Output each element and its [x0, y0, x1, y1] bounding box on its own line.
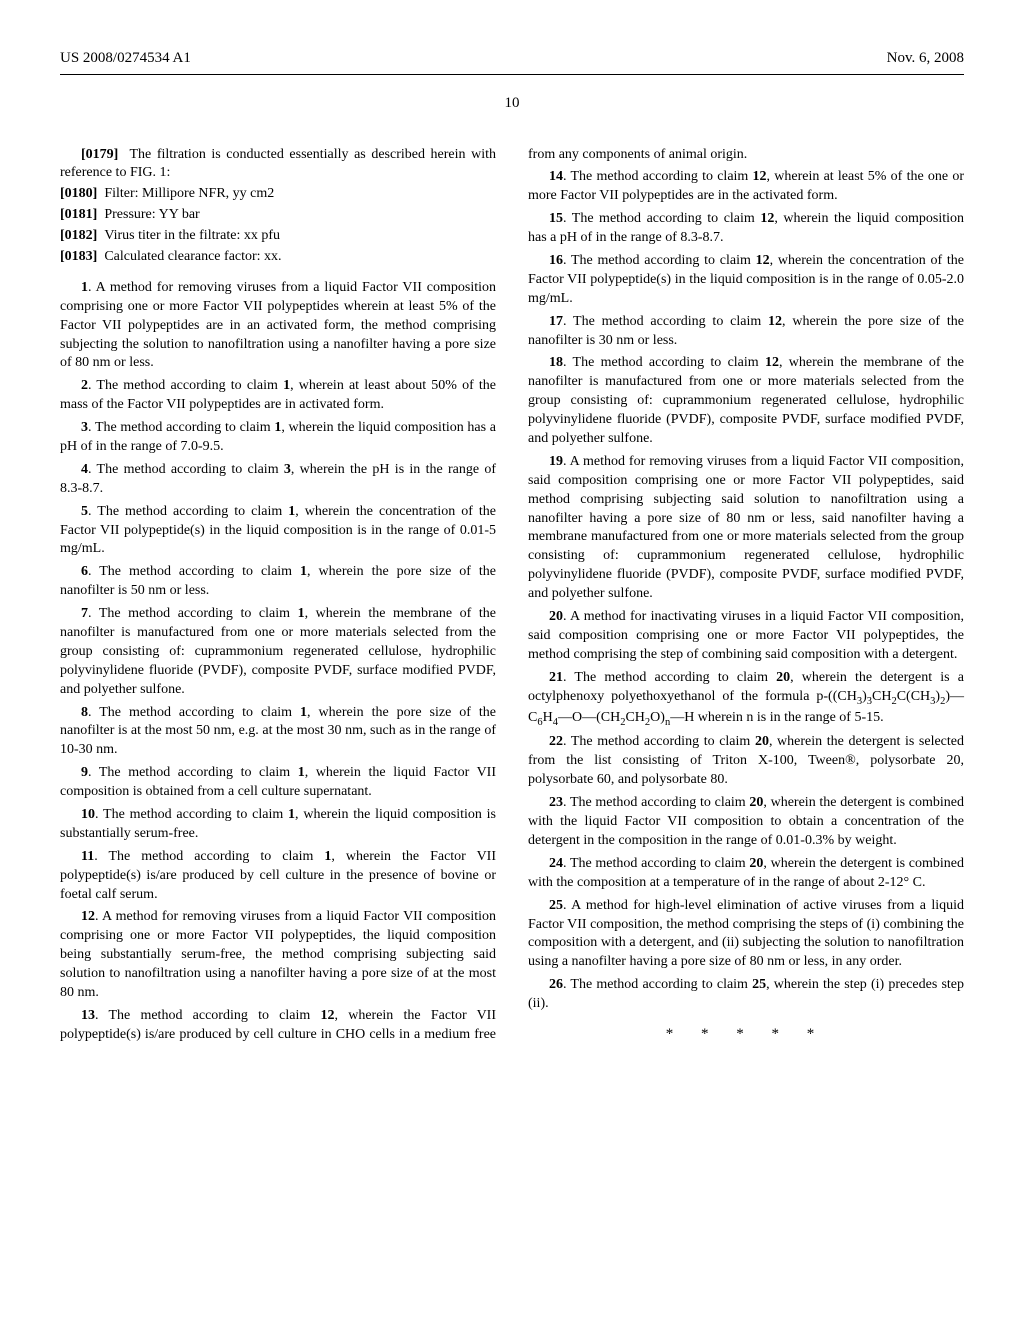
claim: 24. The method according to claim 20, wh… [528, 855, 964, 893]
intro-paragraph: [0179] The filtration is conducted essen… [60, 146, 496, 184]
para-number: [0179] [81, 147, 118, 162]
claim: 8. The method according to claim 1, wher… [60, 704, 496, 761]
claims-list: 1. A method for removing viruses from a … [60, 146, 964, 1045]
claim: 3. The method according to claim 1, wher… [60, 419, 496, 457]
claim: 21. The method according to claim 20, wh… [528, 669, 964, 730]
claim: 20. A method for inactivating viruses in… [528, 608, 964, 665]
claim: 5. The method according to claim 1, wher… [60, 503, 496, 560]
body-columns: [0179] The filtration is conducted essen… [60, 146, 964, 1045]
claim: 7. The method according to claim 1, wher… [60, 605, 496, 699]
claim: 14. The method according to claim 12, wh… [528, 168, 964, 206]
para-text: The filtration is conducted essentially … [60, 147, 496, 181]
patent-header: US 2008/0274534 A1 Nov. 6, 2008 [60, 48, 964, 68]
claim: 18. The method according to claim 12, wh… [528, 354, 964, 448]
claim: 10. The method according to claim 1, whe… [60, 806, 496, 844]
claim: 22. The method according to claim 20, wh… [528, 733, 964, 790]
header-rule [60, 74, 964, 75]
claim: 6. The method according to claim 1, wher… [60, 563, 496, 601]
end-marker: * * * * * [528, 1024, 964, 1044]
claim: 9. The method according to claim 1, wher… [60, 764, 496, 802]
publication-number: US 2008/0274534 A1 [60, 48, 191, 68]
claim: 16. The method according to claim 12, wh… [528, 252, 964, 309]
claim: 23. The method according to claim 20, wh… [528, 794, 964, 851]
spec-line: [0180] Filter: Millipore NFR, yy cm2 [60, 185, 496, 204]
claim: 26. The method according to claim 25, wh… [528, 976, 964, 1014]
claim: 15. The method according to claim 12, wh… [528, 210, 964, 248]
claim: 1. A method for removing viruses from a … [60, 279, 496, 373]
claim: 25. A method for high-level elimination … [528, 897, 964, 973]
spec-line: [0181] Pressure: YY bar [60, 206, 496, 225]
claim: 11. The method according to claim 1, whe… [60, 848, 496, 905]
spec-line: [0182] Virus titer in the filtrate: xx p… [60, 227, 496, 246]
claim: 4. The method according to claim 3, wher… [60, 461, 496, 499]
spec-lines: [0180] Filter: Millipore NFR, yy cm2 [018… [60, 185, 496, 267]
spec-line: [0183] Calculated clearance factor: xx. [60, 248, 496, 267]
claim: 17. The method according to claim 12, wh… [528, 313, 964, 351]
claim: 19. A method for removing viruses from a… [528, 453, 964, 604]
claim: 2. The method according to claim 1, wher… [60, 377, 496, 415]
publication-date: Nov. 6, 2008 [887, 48, 964, 68]
claim: 12. A method for removing viruses from a… [60, 908, 496, 1002]
page-number: 10 [60, 93, 964, 113]
